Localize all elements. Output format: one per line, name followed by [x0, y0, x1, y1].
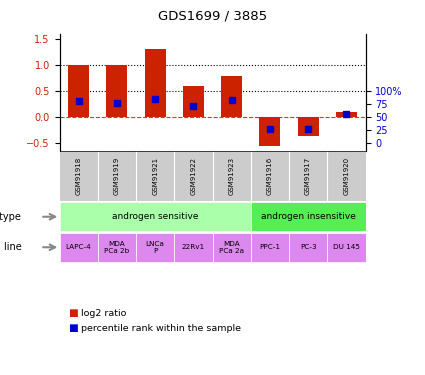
- Bar: [221, 75, 242, 117]
- Text: MDA
PCa 2b: MDA PCa 2b: [104, 241, 130, 254]
- Bar: [251, 202, 366, 231]
- Text: GSM91919: GSM91919: [114, 157, 120, 195]
- Text: GSM91921: GSM91921: [152, 157, 158, 195]
- Text: percentile rank within the sample: percentile rank within the sample: [81, 324, 241, 333]
- Text: androgen sensitive: androgen sensitive: [112, 212, 198, 221]
- Bar: [327, 232, 366, 262]
- Bar: [98, 232, 136, 262]
- Text: LNCa
P: LNCa P: [146, 241, 164, 254]
- Text: PPC-1: PPC-1: [259, 244, 280, 250]
- Text: PC-3: PC-3: [300, 244, 317, 250]
- Text: GSM91916: GSM91916: [267, 157, 273, 195]
- Text: LAPC-4: LAPC-4: [66, 244, 91, 250]
- Text: DU 145: DU 145: [333, 244, 360, 250]
- Text: ■: ■: [68, 308, 78, 318]
- Text: MDA
PCa 2a: MDA PCa 2a: [219, 241, 244, 254]
- Text: GSM91922: GSM91922: [190, 158, 196, 195]
- Bar: [60, 232, 98, 262]
- Bar: [259, 117, 280, 146]
- Text: cell type: cell type: [0, 212, 21, 222]
- Bar: [174, 232, 212, 262]
- Text: GSM91917: GSM91917: [305, 157, 311, 195]
- Bar: [336, 112, 357, 117]
- Text: GSM91920: GSM91920: [343, 157, 349, 195]
- Text: GSM91918: GSM91918: [76, 157, 82, 195]
- Text: cell line: cell line: [0, 242, 21, 252]
- Text: log2 ratio: log2 ratio: [81, 309, 126, 318]
- Bar: [212, 232, 251, 262]
- Text: GSM91923: GSM91923: [229, 157, 235, 195]
- Text: ■: ■: [68, 323, 78, 333]
- Text: GDS1699 / 3885: GDS1699 / 3885: [158, 9, 267, 22]
- Bar: [60, 202, 251, 231]
- Text: 22Rv1: 22Rv1: [182, 244, 205, 250]
- Bar: [144, 50, 166, 117]
- Text: androgen insensitive: androgen insensitive: [261, 212, 356, 221]
- Bar: [289, 232, 327, 262]
- Bar: [106, 65, 128, 117]
- Bar: [251, 232, 289, 262]
- Bar: [136, 232, 174, 262]
- Bar: [68, 65, 89, 117]
- Bar: [298, 117, 319, 135]
- Bar: [183, 86, 204, 117]
